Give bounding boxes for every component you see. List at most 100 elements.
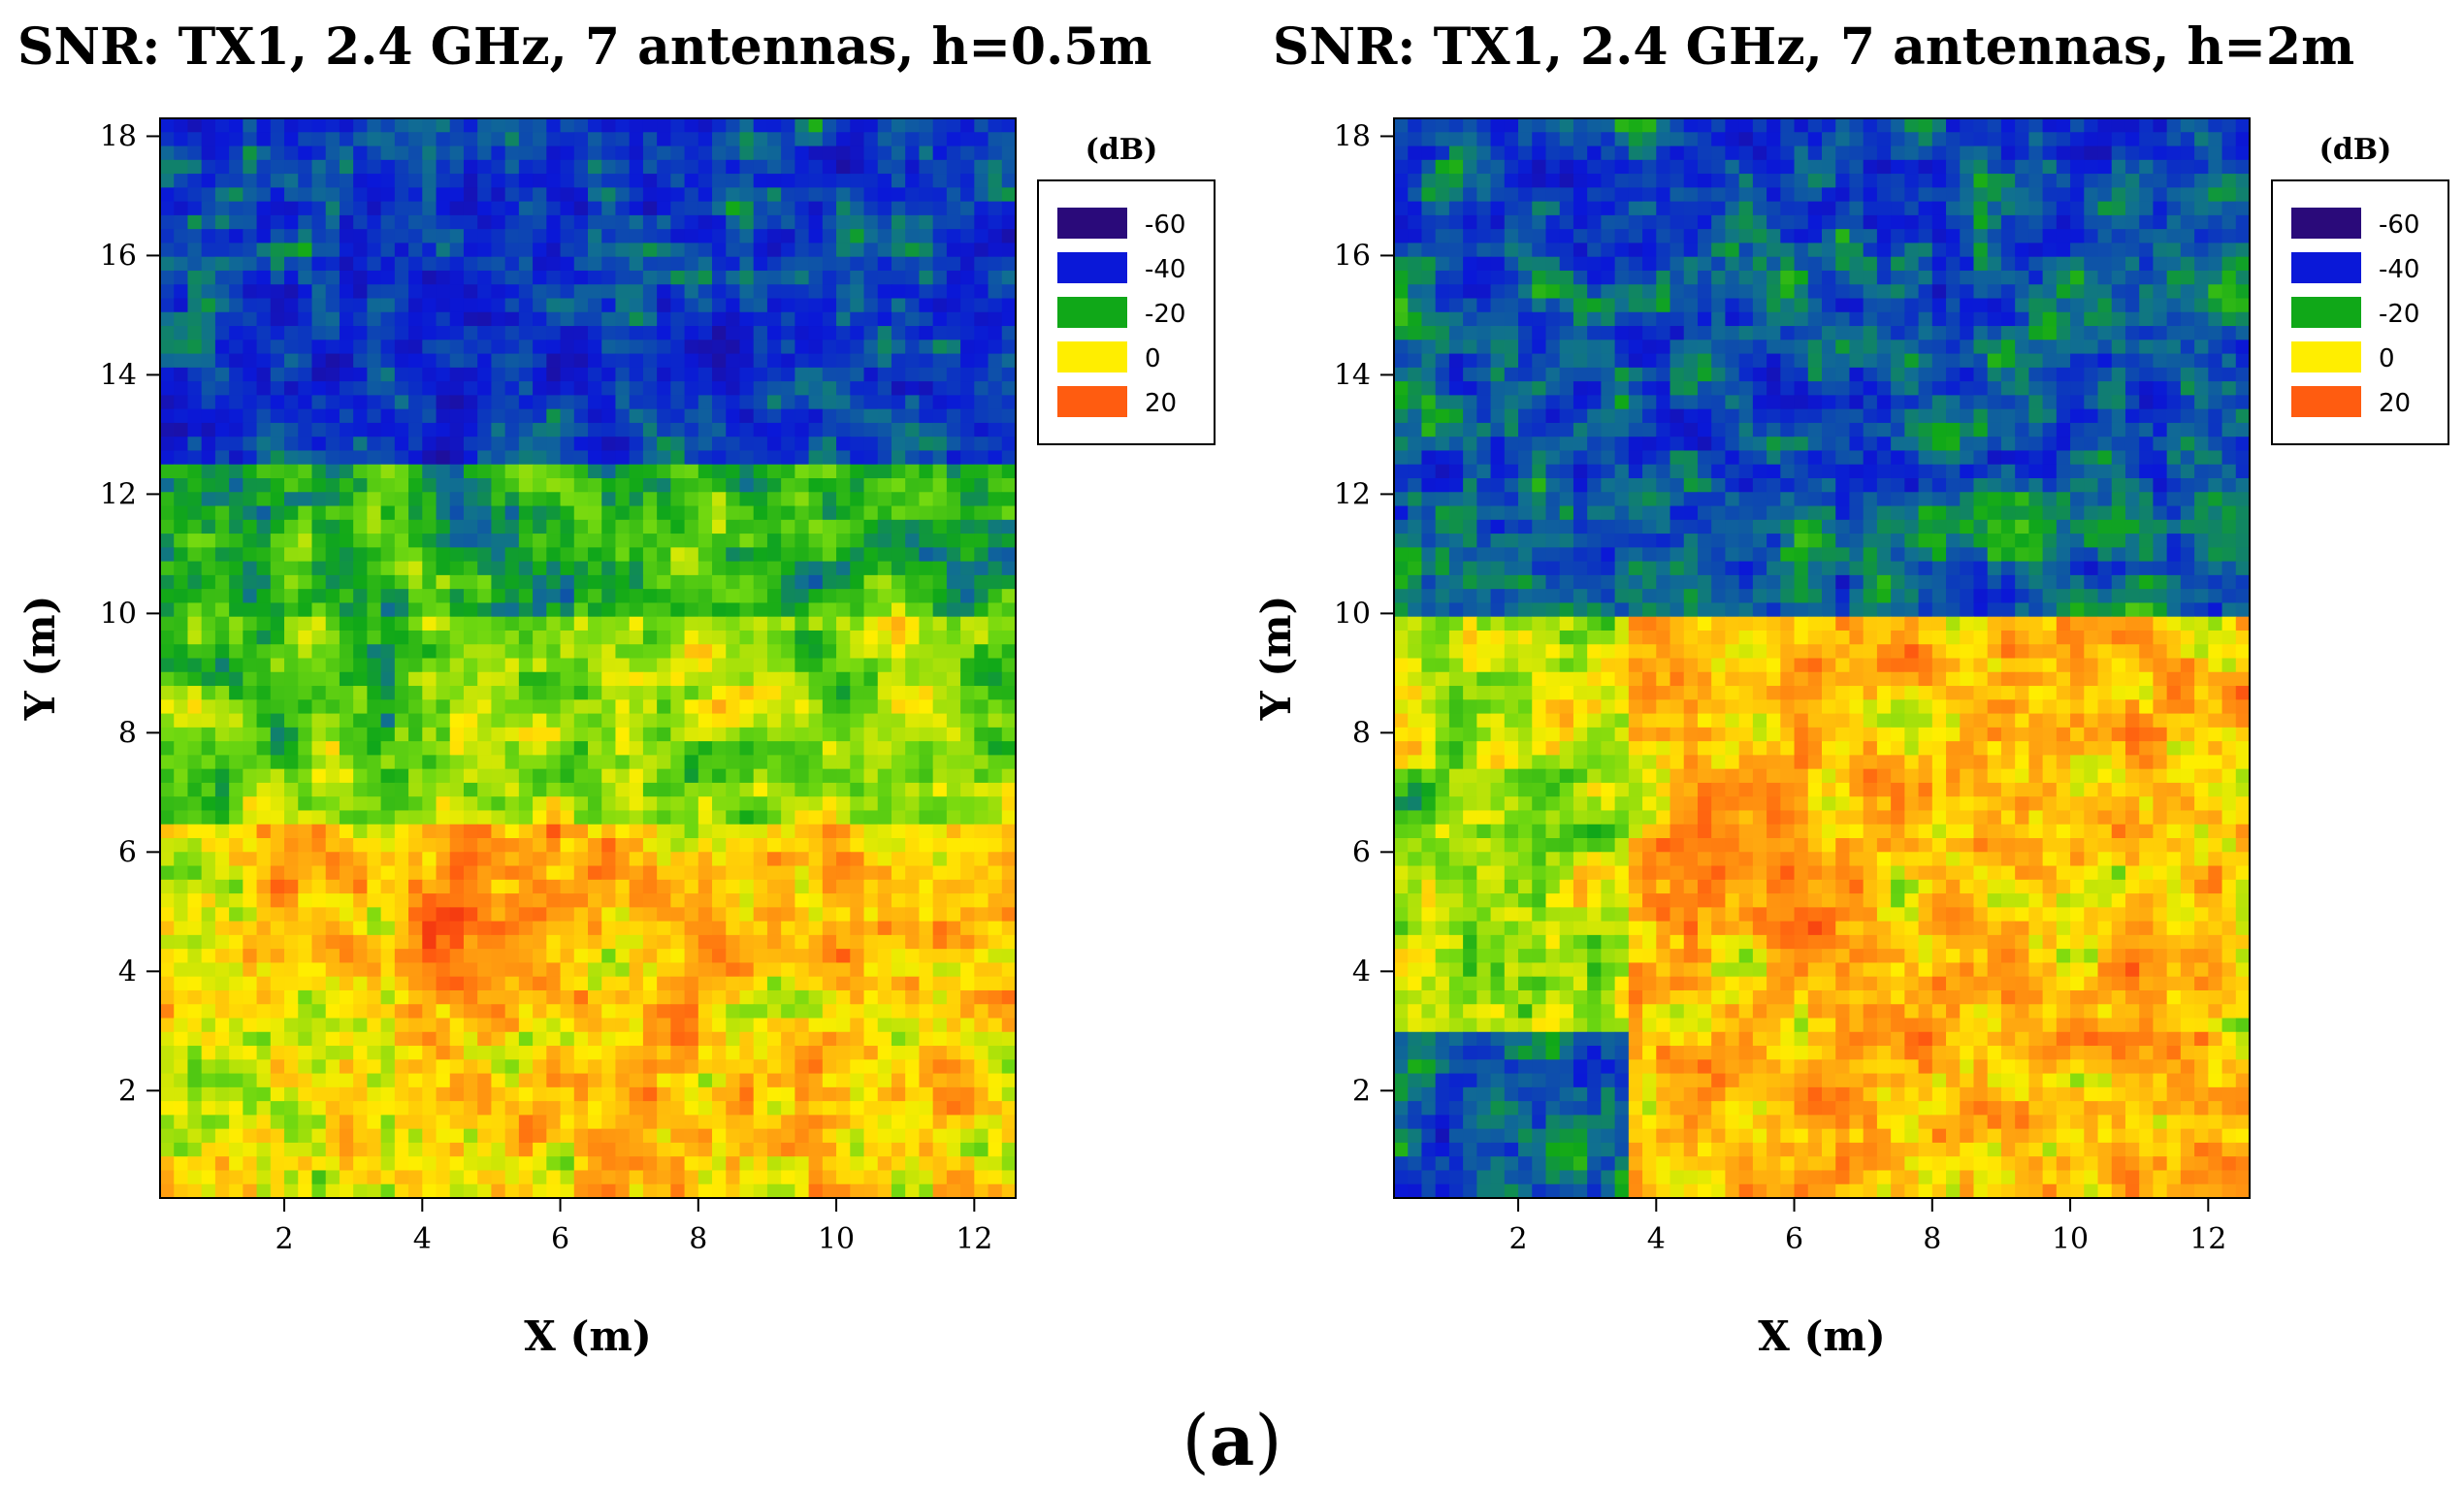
- heatmap-cell: [712, 367, 727, 382]
- heatmap-cell: [877, 893, 892, 908]
- heatmap-cell: [946, 699, 961, 715]
- heatmap-cell: [243, 270, 258, 285]
- heatmap-cell: [712, 658, 727, 673]
- heatmap-cell: [518, 229, 534, 244]
- heatmap-cell: [1001, 741, 1017, 756]
- heatmap-cell: [201, 146, 216, 161]
- heatmap-cell: [919, 893, 934, 908]
- heatmap-cell: [974, 1128, 989, 1144]
- heatmap-cell: [863, 630, 879, 645]
- heatmap-cell: [974, 174, 989, 188]
- heatmap-cell: [201, 1073, 216, 1088]
- heatmap-cell: [946, 201, 961, 216]
- heatmap-cell: [863, 159, 879, 175]
- heatmap-cell: [850, 1170, 865, 1185]
- heatmap-cell: [932, 713, 948, 729]
- heatmap-cell: [214, 1170, 230, 1185]
- heatmap-cell: [298, 118, 313, 133]
- heatmap-cell: [367, 810, 382, 826]
- heatmap-cell: [932, 686, 948, 700]
- heatmap-cell: [850, 408, 865, 424]
- heatmap-cell: [573, 630, 589, 645]
- heatmap-cell: [533, 1156, 547, 1172]
- heatmap-cell: [187, 214, 203, 230]
- heatmap-cell: [1973, 118, 1989, 133]
- heatmap-cell: [657, 284, 671, 300]
- heatmap-cell: [808, 159, 824, 175]
- heatmap-cell: [339, 865, 354, 881]
- heatmap-cell: [657, 949, 671, 964]
- heatmap-cell: [174, 408, 189, 424]
- heatmap-cell: [588, 962, 602, 978]
- heatmap-cell: [850, 1046, 865, 1060]
- heatmap-cell: [174, 934, 189, 950]
- heatmap-cell: [270, 381, 285, 396]
- heatmap-cell: [836, 1018, 851, 1033]
- heatmap-cell: [380, 1046, 396, 1060]
- heatmap-cell: [588, 1004, 602, 1020]
- heatmap-cell: [436, 1046, 451, 1060]
- heatmap-cell: [766, 492, 782, 507]
- heatmap-cell: [573, 505, 589, 521]
- heatmap-cell: [753, 1086, 768, 1102]
- heatmap-cell: [436, 1115, 451, 1130]
- heatmap-cell: [601, 298, 617, 313]
- heatmap-cell: [533, 934, 547, 950]
- heatmap-cell: [712, 1183, 727, 1199]
- heatmap-cell: [850, 1073, 865, 1088]
- heatmap-cell: [353, 616, 368, 632]
- heatmap-cell: [850, 838, 865, 853]
- heatmap-cell: [960, 450, 975, 466]
- heatmap-cell: [712, 395, 727, 410]
- heatmap-cell: [560, 782, 575, 797]
- heatmap-cell: [1642, 132, 1657, 147]
- heatmap-cell: [601, 132, 617, 147]
- heatmap-cell: [1001, 671, 1017, 687]
- heatmap-cell: [919, 298, 934, 313]
- heatmap-cell: [573, 962, 589, 978]
- heatmap-cell: [270, 243, 285, 258]
- heatmap-cell: [408, 713, 423, 729]
- heatmap-cell: [753, 934, 768, 950]
- heatmap-cell: [642, 1170, 658, 1185]
- heatmap-cell: [919, 865, 934, 881]
- heatmap-cell: [629, 1046, 644, 1060]
- heatmap-cell: [932, 505, 948, 521]
- heatmap-cell: [408, 1018, 423, 1033]
- heatmap-cell: [573, 671, 589, 687]
- heatmap-cell: [739, 422, 755, 437]
- heatmap-cell: [850, 782, 865, 797]
- heatmap-cell: [863, 1142, 879, 1157]
- heatmap-cell: [214, 671, 230, 687]
- heatmap-cell: [394, 547, 409, 563]
- heatmap-cell: [974, 962, 989, 978]
- heatmap-cell: [726, 353, 741, 369]
- heatmap-cell: [394, 1183, 409, 1199]
- heatmap-cell: [436, 782, 451, 797]
- heatmap-cell: [436, 437, 451, 452]
- heatmap-cell: [380, 658, 396, 673]
- heatmap-cell: [214, 519, 230, 534]
- heatmap-cell: [408, 395, 423, 410]
- heatmap-cell: [657, 976, 671, 991]
- heatmap-cell: [477, 574, 493, 590]
- heatmap-cell: [546, 671, 562, 687]
- heatmap-cell: [174, 949, 189, 964]
- heatmap-cell: [491, 865, 506, 881]
- heatmap-cell: [629, 187, 644, 203]
- heatmap-cell: [684, 671, 699, 687]
- heatmap-cell: [560, 174, 575, 188]
- heatmap-cell: [339, 686, 354, 700]
- heatmap-cell: [214, 755, 230, 770]
- heatmap-cell: [919, 547, 934, 563]
- heatmap-cell: [436, 574, 451, 590]
- heatmap-cell: [573, 1156, 589, 1172]
- heatmap-cell: [822, 519, 837, 534]
- heatmap-cell: [905, 671, 921, 687]
- heatmap-cell: [781, 229, 795, 244]
- heatmap-cell: [932, 1156, 948, 1172]
- heatmap-cell: [353, 132, 368, 147]
- heatmap-cell: [808, 838, 824, 853]
- heatmap-cell: [256, 1170, 272, 1185]
- heatmap-cell: [697, 989, 713, 1005]
